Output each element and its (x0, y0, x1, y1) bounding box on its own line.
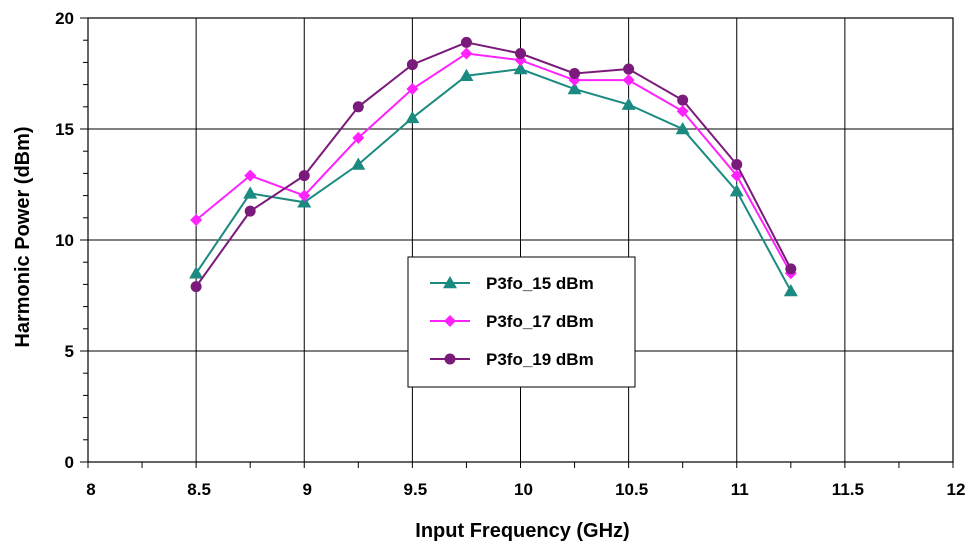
data-point (621, 97, 636, 110)
tick-labels: 8 8.5 9 9.5 10 10.5 11 11.5 12 0 5 10 15 20 (55, 9, 965, 499)
legend-marker (444, 353, 456, 365)
data-point (459, 68, 474, 81)
legend: P3fo_15 dBm P3fo_17 dBm P3fo_19 dBm (407, 256, 636, 388)
data-point (676, 105, 689, 118)
data-point (244, 169, 257, 182)
data-point (190, 281, 202, 293)
data-point (623, 63, 635, 75)
data-point (675, 122, 690, 135)
data-point (244, 205, 256, 217)
series-line (195, 41, 792, 288)
data-point (677, 94, 689, 106)
data-point (783, 284, 798, 297)
x-tick-label: 8.5 (187, 480, 211, 499)
data-point (569, 68, 581, 79)
y-tick-label: 0 (65, 453, 74, 472)
data-point (730, 169, 743, 182)
series-2 (190, 47, 797, 280)
data-point (567, 82, 582, 95)
data-point (460, 36, 472, 48)
legend-label: P3fo_19 dBm (486, 350, 594, 369)
y-tick-label: 20 (55, 9, 74, 28)
data-point (298, 170, 310, 182)
data-point (729, 184, 744, 197)
legend-marker (444, 315, 456, 327)
x-tick-label: 8 (86, 480, 95, 499)
x-tick-label: 11 (731, 480, 749, 499)
axis-ticks (80, 17, 954, 468)
data-point (460, 47, 473, 60)
y-tick-label: 10 (55, 231, 74, 250)
data-point (352, 131, 365, 144)
x-tick-label: 10 (514, 480, 533, 499)
data-point (189, 266, 204, 279)
data-point (515, 48, 526, 60)
data-point (513, 62, 528, 75)
data-point (406, 59, 418, 71)
y-tick-label: 5 (65, 342, 74, 361)
x-tick-label: 11.5 (832, 480, 864, 499)
y-tick-label: 15 (55, 120, 74, 139)
x-tick-label: 10.5 (615, 480, 648, 499)
data-point (406, 83, 419, 96)
series-line (195, 68, 792, 292)
legend-item: P3fo_19 dBm (430, 350, 594, 369)
series-3 (190, 36, 797, 293)
data-point (622, 74, 635, 87)
data-point (352, 101, 364, 113)
x-tick-label: 9 (303, 480, 312, 499)
legend-item: P3fo_17 dBm (430, 312, 594, 331)
x-tick-label: 9.5 (404, 480, 428, 499)
y-axis-title: Harmonic Power (dBm) (12, 126, 34, 347)
data-point (190, 214, 203, 227)
legend-marker (443, 276, 457, 289)
data-point (731, 159, 743, 171)
x-axis-title: Input Frequency (GHz) (415, 520, 629, 542)
data-point (351, 157, 366, 170)
legend-label: P3fo_17 dBm (486, 312, 594, 331)
data-point (405, 110, 420, 124)
data-point (298, 189, 311, 202)
data-point (785, 263, 797, 275)
series-layer (189, 36, 798, 297)
legend-label: P3fo_15 dBm (486, 274, 594, 293)
x-tick-label: 12 (947, 480, 966, 499)
legend-item: P3fo_15 dBm (430, 274, 594, 293)
series-line (195, 52, 792, 274)
data-point (243, 186, 258, 199)
series-1 (189, 62, 798, 297)
